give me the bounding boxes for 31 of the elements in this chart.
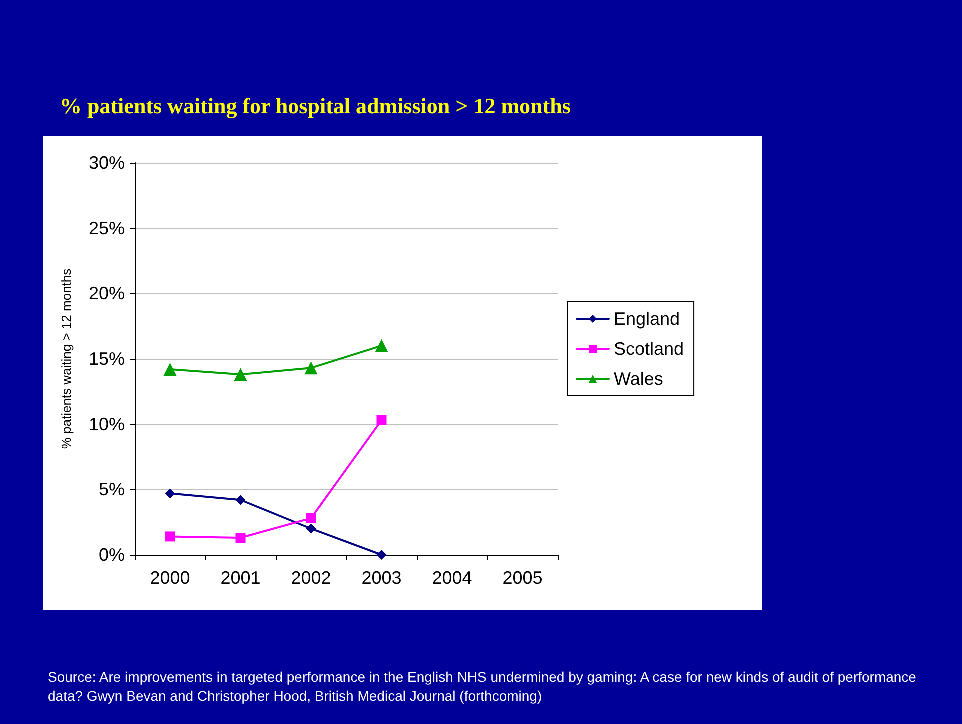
y-tick-label: 30%	[88, 153, 125, 173]
chart-title: % patients waiting for hospital admission > 12 months	[60, 94, 572, 118]
source-note: Source: Are improvements in targeted performance in the English NHS undermined by gaming: A case for new kinds of audit of performance data? Gwyn Bevan and Christopher Hood, British Medical Journal (forthcoming)	[48, 668, 918, 706]
point	[304, 362, 318, 375]
y-tick-label: 10%	[88, 414, 125, 434]
y-tick-label: 25%	[88, 218, 125, 238]
legend-label: England	[614, 309, 680, 329]
y-tick-label: 5%	[98, 480, 125, 500]
point	[234, 368, 248, 382]
point	[165, 488, 176, 499]
legend-label: Scotland	[614, 339, 684, 359]
point	[164, 362, 177, 376]
x-tick-label: 2004	[432, 568, 472, 588]
x-tick-label: 2005	[502, 568, 543, 588]
point	[236, 495, 246, 506]
x-tick-label: 2003	[362, 568, 402, 588]
y-axis-title: % patients waiting > 12 months	[59, 268, 74, 450]
y-tick-label: 15%	[88, 349, 125, 369]
point	[306, 513, 316, 524]
x-tick-label: 2002	[291, 568, 332, 588]
y-tick-label: 0%	[98, 545, 125, 565]
point	[376, 550, 387, 560]
y-tick-label: 20%	[88, 284, 125, 304]
point	[306, 524, 316, 534]
point	[375, 339, 388, 352]
x-tick-label: 2000	[150, 568, 190, 588]
x-tick-label: 2001	[220, 568, 261, 588]
point	[376, 415, 387, 426]
point	[236, 533, 246, 544]
legend-label: Wales	[614, 369, 664, 389]
point	[165, 532, 176, 542]
